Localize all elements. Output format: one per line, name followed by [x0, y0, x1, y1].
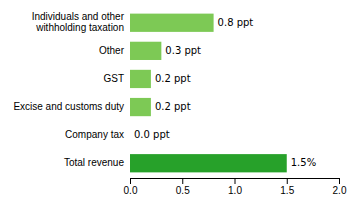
x-axis-line [131, 179, 340, 185]
y-tick: GST [103, 73, 124, 84]
x-tick: 1.5 [280, 178, 294, 196]
chart: 0.0 0.5 1.0 1.5 2.0 Total revenue Company tax E… [0, 0, 355, 200]
y-axis: Total revenue Company tax Excise and custo… [13, 11, 124, 168]
x-tick: 2.0 [333, 178, 347, 196]
x-tick-label: 2.0 [333, 185, 347, 196]
bar [130, 14, 214, 32]
data-label: 0.8 ppt [218, 17, 254, 28]
y-tick-label-line: GST [103, 73, 124, 84]
y-tick-label-line: Individuals and other [32, 11, 125, 22]
data-label: 1.5% [291, 157, 316, 168]
x-tick-mark [182, 178, 183, 184]
y-tick: Individuals and otherwithholding taxatio… [32, 11, 125, 33]
x-tick: 0.5 [176, 178, 190, 196]
bar [130, 98, 151, 116]
y-tick-label: Excise and customs duty [13, 101, 124, 112]
y-tick-label-line: Company tax [65, 129, 124, 140]
data-labels: 1.5% 0.0 ppt 0.2 ppt 0.2 ppt 0.3 ppt 0.8 ppt [134, 17, 316, 168]
y-tick: Total revenue [64, 157, 124, 168]
x-axis: 0.0 0.5 1.0 1.5 2.0 [124, 178, 347, 196]
y-tick-label: Total revenue [64, 157, 124, 168]
data-label: 0.2 ppt [155, 101, 191, 112]
y-tick: Excise and customs duty [13, 101, 124, 112]
y-tick-label: Individuals and otherwithholding taxatio… [32, 11, 125, 33]
x-tick-mark [235, 178, 236, 184]
bar [130, 42, 161, 60]
data-label: 0.3 ppt [165, 45, 201, 56]
x-tick-label: 1.5 [280, 185, 294, 196]
x-tick-mark [287, 178, 288, 184]
bar [130, 126, 131, 144]
x-tick-label: 1.0 [228, 185, 242, 196]
y-tick-label-line: withholding taxation [35, 22, 124, 33]
data-label: 0.0 ppt [134, 129, 170, 140]
x-tick-label: 0.0 [124, 185, 138, 196]
y-tick-label-line: Other [99, 45, 125, 56]
y-tick-label: GST [103, 73, 124, 84]
y-tick-label-line: Total revenue [64, 157, 124, 168]
x-tick: 0.0 [124, 178, 138, 196]
y-tick-label: Other [99, 45, 125, 56]
data-label: 0.2 ppt [155, 73, 191, 84]
y-tick-label: Company tax [65, 129, 124, 140]
plot: 0.0 0.5 1.0 1.5 2.0 Total revenue Company tax E… [13, 11, 346, 196]
x-tick: 1.0 [228, 178, 242, 196]
x-tick-mark [130, 178, 131, 184]
bar [130, 70, 151, 88]
y-tick: Company tax [65, 129, 124, 140]
bar [130, 154, 287, 172]
x-tick-mark [339, 178, 340, 184]
bars [130, 14, 287, 173]
x-tick-label: 0.5 [176, 185, 190, 196]
y-tick: Other [99, 45, 125, 56]
y-tick-label-line: Excise and customs duty [13, 101, 124, 112]
